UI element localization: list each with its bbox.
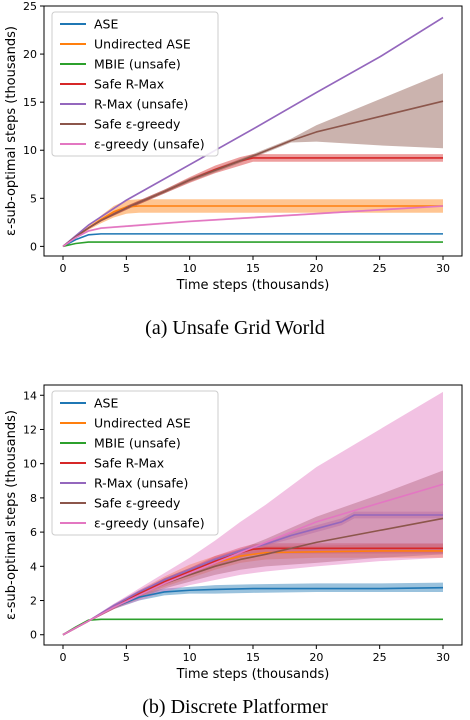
x-tick-label: 25 [373, 651, 387, 664]
legend-entry: ASE [94, 17, 118, 32]
series-band-5 [63, 470, 443, 635]
series-band-0 [63, 582, 443, 635]
y-tick-label: 10 [23, 458, 37, 471]
panel-caption: (b) Discrete Platformer [142, 696, 328, 718]
y-tick-label: 8 [30, 492, 37, 505]
y-axis-label: ε-sub-optimal steps (thousands) [4, 410, 19, 620]
x-tick-label: 30 [436, 262, 450, 275]
y-tick-label: 15 [23, 96, 37, 109]
plot-area [62, 391, 444, 636]
series-line-2 [62, 241, 443, 248]
y-tick-label: 2 [30, 595, 37, 608]
series-line-0 [62, 586, 444, 636]
legend-entry: ε-greedy (unsafe) [94, 516, 205, 531]
plot-area [62, 16, 444, 248]
y-tick-label: 5 [30, 192, 37, 205]
series-line-5 [62, 100, 444, 248]
series-line-2 [62, 618, 443, 636]
y-tick-label: 4 [30, 560, 37, 573]
series-band-2 [63, 619, 443, 635]
y-tick-label: 0 [30, 629, 37, 642]
x-tick-label: 15 [246, 651, 260, 664]
legend-entry: Safe R-Max [94, 456, 164, 471]
x-tick-label: 10 [183, 651, 197, 664]
y-tick-label: 6 [30, 526, 37, 539]
series-band-5 [63, 73, 443, 247]
legend: ASE Undirected ASE MBIE (unsafe) Safe R-Max… [51, 390, 219, 536]
x-axis-label: Time steps (thousands) [176, 278, 330, 293]
y-tick-label: 10 [23, 144, 37, 157]
legend-entry: Safe ε-greedy [94, 117, 181, 132]
legend-entry: R-Max (unsafe) [94, 97, 188, 112]
series-line-0 [62, 233, 443, 248]
y-axis-label: ε-sub-optimal steps (thousands) [4, 26, 19, 236]
x-tick-label: 5 [123, 262, 130, 275]
series-line-6 [62, 483, 444, 636]
chart-panel-0: 0 5 10 15 20 25 30 0 5 10 15 20 25 Time steps (thousa… [4, 0, 463, 339]
legend-entry: ASE [94, 396, 118, 411]
series-band-0 [63, 233, 443, 247]
series-band-6 [63, 391, 443, 635]
legend-entry: ε-greedy (unsafe) [94, 137, 205, 152]
x-tick-label: 10 [183, 262, 197, 275]
series-band-1 [63, 544, 443, 635]
y-tick-label: 0 [30, 240, 37, 253]
panel-caption: (a) Unsafe Grid World [145, 317, 325, 339]
x-tick-label: 30 [436, 651, 450, 664]
legend-entry: R-Max (unsafe) [94, 476, 188, 491]
legend-entry: MBIE (unsafe) [94, 436, 181, 451]
legend-entry: MBIE (unsafe) [94, 57, 181, 72]
y-tick-label: 12 [23, 423, 37, 436]
x-tick-label: 15 [246, 262, 260, 275]
legend: ASE Undirected ASE MBIE (unsafe) Safe R-Max… [51, 11, 219, 157]
series-line-6 [62, 205, 444, 248]
x-axis-label: Time steps (thousands) [176, 667, 330, 682]
series-band-3 [63, 543, 443, 635]
legend-box [51, 11, 219, 157]
series-line-4 [62, 514, 443, 636]
x-tick-label: 5 [123, 651, 130, 664]
legend-entry: Safe ε-greedy [94, 496, 181, 511]
legend-entry: Undirected ASE [94, 37, 191, 52]
x-tick-label: 0 [60, 651, 67, 664]
y-tick-label: 14 [23, 389, 37, 402]
chart-panel-1: 0 5 10 15 20 25 30 0 2 4 6 8 10 12 14 Time steps (thous… [4, 384, 463, 718]
legend-entry: Undirected ASE [94, 416, 191, 431]
legend-box [51, 390, 219, 536]
x-tick-label: 0 [60, 262, 67, 275]
x-tick-label: 25 [373, 262, 387, 275]
x-tick-label: 20 [309, 651, 323, 664]
y-tick-label: 20 [23, 48, 37, 61]
y-tick-label: 25 [23, 0, 37, 13]
series-line-4 [62, 16, 444, 247]
x-tick-label: 20 [309, 262, 323, 275]
legend-entry: Safe R-Max [94, 77, 164, 92]
